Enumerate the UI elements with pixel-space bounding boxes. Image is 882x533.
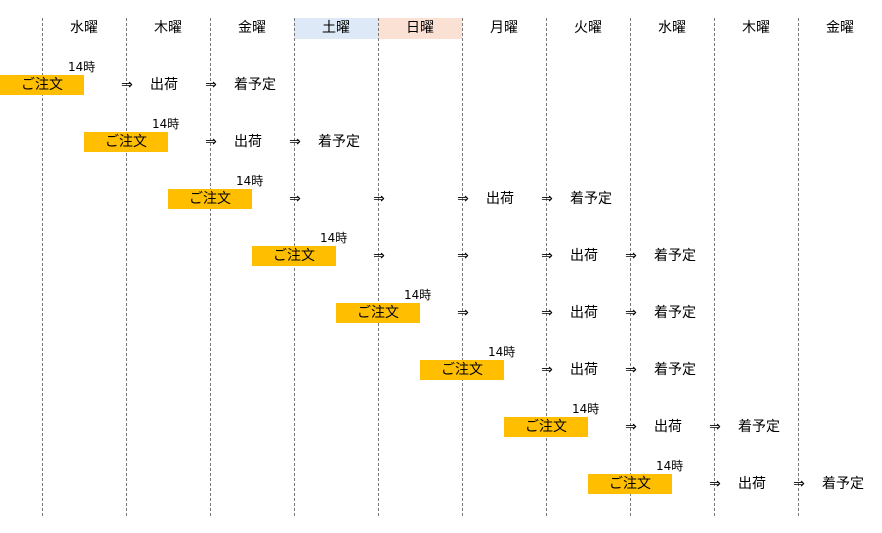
day-gridline <box>462 18 463 516</box>
cutoff-time-label: 14時 <box>656 459 684 473</box>
arrival-label: 着予定 <box>654 362 696 378</box>
arrival-label: 着予定 <box>234 77 276 93</box>
cutoff-time-label: 14時 <box>152 117 180 131</box>
arrow-icon: ⇒ <box>457 305 469 321</box>
arrow-icon: ⇒ <box>457 248 469 264</box>
ship-label: 出荷 <box>570 362 598 378</box>
day-gridline <box>630 18 631 516</box>
arrow-icon: ⇒ <box>541 248 553 264</box>
arrow-icon: ⇒ <box>793 476 805 492</box>
arrow-icon: ⇒ <box>121 77 133 93</box>
ship-label: 出荷 <box>570 305 598 321</box>
day-gridline <box>294 18 295 516</box>
day-header: 月曜 <box>490 20 518 36</box>
day-header: 日曜 <box>378 18 462 39</box>
order-bar: ご注文 <box>252 246 336 266</box>
ship-label: 出荷 <box>486 191 514 207</box>
cutoff-time-label: 14時 <box>572 402 600 416</box>
arrival-label: 着予定 <box>570 191 612 207</box>
day-header: 金曜 <box>826 20 854 36</box>
day-gridline <box>546 18 547 516</box>
ship-label: 出荷 <box>738 476 766 492</box>
day-header: 火曜 <box>574 20 602 36</box>
arrow-icon: ⇒ <box>709 476 721 492</box>
ship-label: 出荷 <box>150 77 178 93</box>
day-header: 土曜 <box>294 18 378 39</box>
ship-label: 出荷 <box>570 248 598 264</box>
day-gridline <box>378 18 379 516</box>
ship-label: 出荷 <box>654 419 682 435</box>
arrow-icon: ⇒ <box>625 248 637 264</box>
cutoff-time-label: 14時 <box>236 174 264 188</box>
day-header: 水曜 <box>658 20 686 36</box>
order-bar: ご注文 <box>588 474 672 494</box>
arrow-icon: ⇒ <box>289 191 301 207</box>
ship-label: 出荷 <box>234 134 262 150</box>
cutoff-time-label: 14時 <box>320 231 348 245</box>
order-bar: ご注文 <box>84 132 168 152</box>
day-header: 木曜 <box>742 20 770 36</box>
day-gridline <box>210 18 211 516</box>
arrival-label: 着予定 <box>654 305 696 321</box>
cutoff-time-label: 14時 <box>488 345 516 359</box>
day-gridline <box>798 18 799 516</box>
arrow-icon: ⇒ <box>457 191 469 207</box>
day-gridline <box>42 18 43 516</box>
arrow-icon: ⇒ <box>373 191 385 207</box>
day-header: 金曜 <box>238 20 266 36</box>
arrival-label: 着予定 <box>822 476 864 492</box>
cutoff-time-label: 14時 <box>404 288 432 302</box>
arrow-icon: ⇒ <box>625 362 637 378</box>
cutoff-time-label: 14時 <box>68 60 96 74</box>
arrow-icon: ⇒ <box>709 419 721 435</box>
arrow-icon: ⇒ <box>541 191 553 207</box>
arrow-icon: ⇒ <box>205 77 217 93</box>
arrival-label: 着予定 <box>318 134 360 150</box>
day-gridline <box>714 18 715 516</box>
arrow-icon: ⇒ <box>625 305 637 321</box>
order-bar: ご注文 <box>168 189 252 209</box>
arrival-label: 着予定 <box>654 248 696 264</box>
day-gridline <box>126 18 127 516</box>
arrow-icon: ⇒ <box>541 362 553 378</box>
arrow-icon: ⇒ <box>625 419 637 435</box>
order-bar: ご注文 <box>504 417 588 437</box>
order-bar: ご注文 <box>0 75 84 95</box>
order-bar: ご注文 <box>420 360 504 380</box>
order-bar: ご注文 <box>336 303 420 323</box>
day-header: 水曜 <box>70 20 98 36</box>
arrow-icon: ⇒ <box>289 134 301 150</box>
day-header: 木曜 <box>154 20 182 36</box>
arrow-icon: ⇒ <box>541 305 553 321</box>
arrow-icon: ⇒ <box>373 248 385 264</box>
arrow-icon: ⇒ <box>205 134 217 150</box>
arrival-label: 着予定 <box>738 419 780 435</box>
